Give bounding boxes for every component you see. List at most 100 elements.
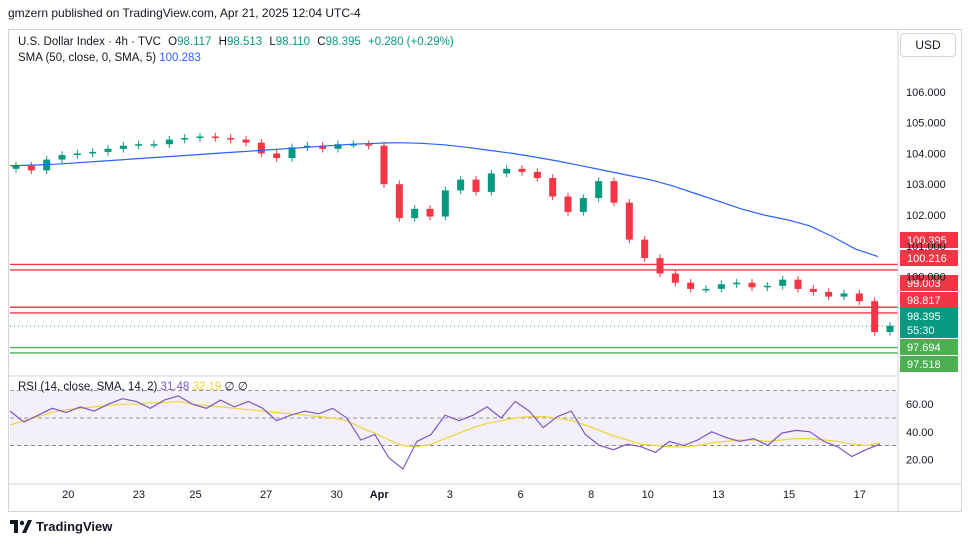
time-tick-label: Apr xyxy=(370,489,390,501)
time-tick-label: 17 xyxy=(854,489,866,501)
price-tick-label: 105.000 xyxy=(906,118,946,130)
candle-body xyxy=(457,179,465,191)
rsi-line xyxy=(9,395,881,470)
level-price-label: 98.817 xyxy=(907,295,941,307)
candle-body xyxy=(579,198,587,212)
rsi-tick-label: 60.00 xyxy=(906,399,934,411)
candle-body xyxy=(487,173,495,192)
countdown-label: 55:30 xyxy=(907,325,935,337)
price-legend: U.S. Dollar Index · 4h · TVC O98.117 H98… xyxy=(18,36,454,48)
tradingview-logo[interactable]: TradingView xyxy=(10,519,112,534)
time-tick-label: 15 xyxy=(783,489,795,501)
time-tick-label: 30 xyxy=(331,489,343,501)
candle-body xyxy=(242,139,250,143)
candle-body xyxy=(825,291,833,297)
time-tick-label: 6 xyxy=(517,489,523,501)
candle-body xyxy=(748,282,756,288)
candle-body xyxy=(27,165,35,171)
close-label: C xyxy=(317,36,326,48)
candle-body xyxy=(702,288,710,291)
level-price-label: 99.003 xyxy=(907,278,941,290)
price-tick-label: 104.000 xyxy=(906,148,946,160)
last-price-label: 98.395 xyxy=(907,311,941,323)
candle-body xyxy=(12,165,20,169)
time-tick-label: 10 xyxy=(642,489,654,501)
candle-body xyxy=(135,144,143,146)
rsi-value: 31.48 xyxy=(160,381,190,393)
time-tick-label: 27 xyxy=(260,489,272,501)
candle-body xyxy=(303,145,311,148)
candle-body xyxy=(211,136,219,139)
candle-body xyxy=(395,184,403,219)
level-price-box xyxy=(900,232,958,248)
candle-body xyxy=(73,153,81,155)
level-price-label: 97.518 xyxy=(907,359,941,371)
candle-body xyxy=(641,239,649,259)
sma-value: 100.283 xyxy=(159,52,201,64)
time-tick-label: 25 xyxy=(189,489,201,501)
level-price-box xyxy=(900,339,958,355)
tradingview-logo-text: TradingView xyxy=(36,519,113,534)
level-price-label: 100.395 xyxy=(907,235,947,247)
candle-body xyxy=(871,301,879,332)
level-price-box xyxy=(900,250,958,266)
candle-body xyxy=(165,139,173,145)
level-price-box xyxy=(900,356,958,372)
sma-label: SMA (50, close, 0, SMA, 5) xyxy=(18,52,157,64)
candle-body xyxy=(687,282,695,289)
time-tick-label: 23 xyxy=(133,489,145,501)
candle-body xyxy=(625,202,633,240)
low-label: L xyxy=(269,36,276,48)
currency-button[interactable]: USD xyxy=(900,33,956,57)
candle-body xyxy=(181,138,189,140)
candle-body xyxy=(365,144,373,146)
candle-body xyxy=(441,190,449,217)
candle-body xyxy=(104,148,112,152)
time-tick-label: 3 xyxy=(447,489,453,501)
change-value: +0.280 (+0.29%) xyxy=(367,36,454,48)
candle-body xyxy=(610,181,618,203)
candle-body xyxy=(503,168,511,174)
sma-legend[interactable]: SMA (50, close, 0, SMA, 5) 100.283 xyxy=(18,52,201,64)
candle-body xyxy=(426,208,434,217)
candle-body xyxy=(763,285,771,288)
candle-body xyxy=(472,179,480,192)
candle-body xyxy=(549,178,557,197)
time-tick-label: 8 xyxy=(588,489,594,501)
candle-body xyxy=(58,154,66,160)
level-price-box xyxy=(900,275,958,291)
chart-frame[interactable] xyxy=(8,29,962,512)
candle-body xyxy=(564,196,572,212)
candle-body xyxy=(671,273,679,283)
level-price-label: 97.694 xyxy=(907,342,941,354)
last-price-box xyxy=(900,308,958,338)
candle-body xyxy=(380,145,388,185)
close-value: 98.395 xyxy=(325,36,361,48)
rsi-legend[interactable]: RSI (14, close, SMA, 14, 2) 31.48 32.19 … xyxy=(18,379,248,393)
price-tick-label: 101.000 xyxy=(906,241,946,253)
candle-body xyxy=(595,181,603,199)
candle-body xyxy=(855,293,863,302)
candle-body xyxy=(809,288,817,292)
currency-label: USD xyxy=(915,38,941,52)
price-tick-label: 100.000 xyxy=(906,272,946,284)
candle-body xyxy=(886,325,894,332)
level-price-label: 100.216 xyxy=(907,253,947,265)
time-tick-label: 13 xyxy=(712,489,724,501)
candle-body xyxy=(319,145,327,149)
candle-body xyxy=(794,279,802,289)
candle-body xyxy=(257,142,265,154)
candle-body xyxy=(150,144,158,146)
candle-body xyxy=(273,153,281,159)
candle-body xyxy=(717,284,725,289)
open-value: 98.117 xyxy=(177,36,212,48)
candle-body xyxy=(89,151,97,154)
rsi-tick-label: 20.00 xyxy=(906,454,934,466)
candle-body xyxy=(119,145,127,149)
candle-body xyxy=(411,208,419,219)
candle-body xyxy=(840,293,848,297)
candle-body xyxy=(733,282,741,285)
symbol-name[interactable]: U.S. Dollar Index · 4h · TVC xyxy=(18,36,161,48)
rsi-tick-label: 40.00 xyxy=(906,427,934,439)
